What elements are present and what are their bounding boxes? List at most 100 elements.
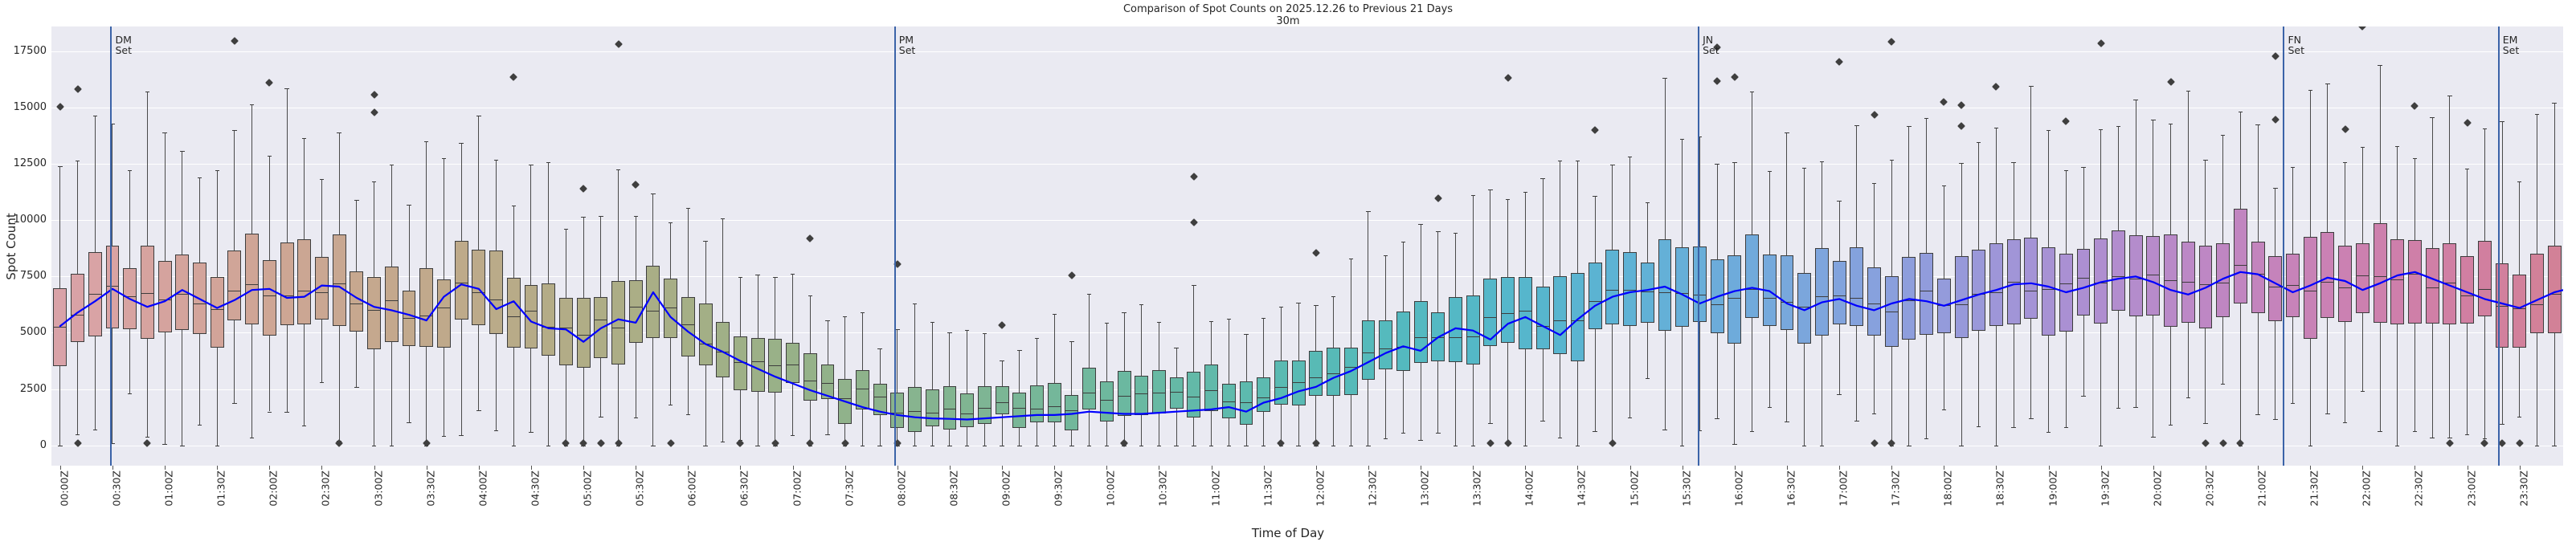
- whisker-cap: [651, 193, 656, 194]
- whisker-cap: [2081, 166, 2086, 168]
- whisker-cap: [441, 158, 447, 160]
- whisker-cap: [1418, 439, 1423, 441]
- whisker-cap: [860, 312, 865, 314]
- x-tick-label: 21:00Z: [2255, 470, 2268, 507]
- whisker-cap: [2482, 128, 2487, 130]
- whisker-cap: [2029, 85, 2034, 87]
- median-line: [1361, 352, 1376, 353]
- box-iqr: [157, 260, 172, 332]
- x-tick-label: 08:30Z: [947, 470, 960, 507]
- whisker-cap: [1977, 141, 1981, 143]
- box-iqr: [1449, 297, 1462, 362]
- x-tick-label: 10:30Z: [1156, 470, 1169, 507]
- x-tick-mark: [2362, 466, 2364, 470]
- x-tick-label: 12:30Z: [1366, 470, 1379, 507]
- whisker-cap: [1837, 201, 1842, 202]
- whisker-cap: [1278, 307, 1284, 308]
- whisker-cap: [267, 155, 272, 157]
- median-line: [960, 413, 975, 415]
- whisker-cap: [2290, 403, 2296, 405]
- y-tick-label: 0: [39, 438, 47, 451]
- whisker-cap: [371, 181, 377, 183]
- whisker-cap: [1871, 413, 1877, 414]
- box-iqr: [315, 256, 329, 320]
- median-line: [2320, 281, 2335, 283]
- whisker-cap: [2046, 432, 2051, 434]
- whisker: [1193, 284, 1195, 446]
- box-iqr: [71, 273, 85, 342]
- whisker-cap: [1453, 232, 1458, 234]
- box-iqr: [1518, 276, 1532, 350]
- whisker: [1053, 313, 1055, 446]
- whisker-cap: [1488, 189, 1493, 191]
- whisker-cap: [825, 320, 830, 322]
- box-iqr: [1291, 360, 1306, 406]
- x-tick-mark: [688, 466, 689, 470]
- box-iqr: [2390, 239, 2405, 325]
- event-vline-label: FN Set: [2288, 35, 2304, 55]
- whisker-cap: [1854, 125, 1859, 127]
- whisker-cap: [2395, 146, 2400, 148]
- median-line: [2373, 275, 2387, 277]
- x-tick-label: 01:30Z: [215, 470, 227, 507]
- title-block: Comparison of Spot Counts on 2025.12.26 …: [0, 3, 2576, 27]
- box-iqr: [1221, 383, 1236, 419]
- box-iqr: [2059, 254, 2073, 332]
- event-label-line1: FN: [2288, 34, 2301, 46]
- x-tick-label: 13:00Z: [1418, 470, 1431, 507]
- whisker-cap: [982, 332, 987, 334]
- box-iqr: [350, 271, 364, 332]
- whisker-cap: [563, 228, 569, 230]
- x-tick-mark: [165, 466, 166, 470]
- x-tick-mark: [478, 466, 480, 470]
- whisker-cap: [2029, 417, 2034, 419]
- whisker-cap: [215, 169, 219, 171]
- event-label-line1: JN: [1703, 34, 1714, 46]
- x-tick-label: 05:30Z: [633, 470, 646, 507]
- median-line: [1623, 289, 1638, 291]
- whisker-cap: [1104, 322, 1110, 324]
- box-iqr: [1065, 395, 1079, 431]
- whisker-cap: [1139, 304, 1144, 306]
- median-line: [1814, 296, 1829, 298]
- median-line: [1117, 396, 1131, 397]
- median-line: [820, 383, 835, 385]
- median-line: [1135, 393, 1149, 394]
- whisker-cap: [2186, 90, 2190, 92]
- box-iqr: [734, 336, 747, 391]
- gridline: [51, 164, 2563, 165]
- box-iqr: [2408, 240, 2422, 324]
- box-iqr: [1797, 272, 1812, 344]
- x-tick-label: 18:30Z: [1993, 470, 2006, 507]
- x-tick-label: 11:00Z: [1209, 470, 1222, 507]
- whisker-cap: [808, 295, 812, 296]
- box-iqr: [2529, 254, 2544, 333]
- median-line: [1728, 298, 1742, 299]
- whisker-cap: [2308, 89, 2312, 91]
- whisker-cap: [2116, 407, 2121, 409]
- whisker-cap: [127, 393, 133, 394]
- x-tick-mark: [1525, 466, 1527, 470]
- box-iqr: [2216, 243, 2230, 318]
- whisker-cap: [1314, 304, 1319, 306]
- box-iqr: [977, 385, 992, 424]
- whisker-cap: [1627, 417, 1633, 418]
- median-line: [2338, 287, 2353, 289]
- box-iqr: [1902, 256, 1916, 340]
- whisker-cap: [1907, 125, 1912, 127]
- median-line: [1640, 291, 1654, 292]
- whisker-cap: [2273, 419, 2278, 421]
- box-iqr: [1343, 348, 1358, 396]
- median-line: [1396, 347, 1410, 348]
- box-iqr: [1535, 286, 1550, 350]
- x-tick-label: 01:00Z: [162, 470, 175, 507]
- median-line: [472, 291, 486, 293]
- whisker-cap: [599, 215, 603, 217]
- median-line: [977, 407, 992, 409]
- whisker-cap: [493, 160, 499, 161]
- whisker-cap: [2063, 169, 2068, 171]
- whisker-cap: [284, 411, 289, 413]
- median-line: [123, 296, 137, 298]
- whisker-cap: [1418, 224, 1423, 226]
- whisker-cap: [773, 277, 778, 279]
